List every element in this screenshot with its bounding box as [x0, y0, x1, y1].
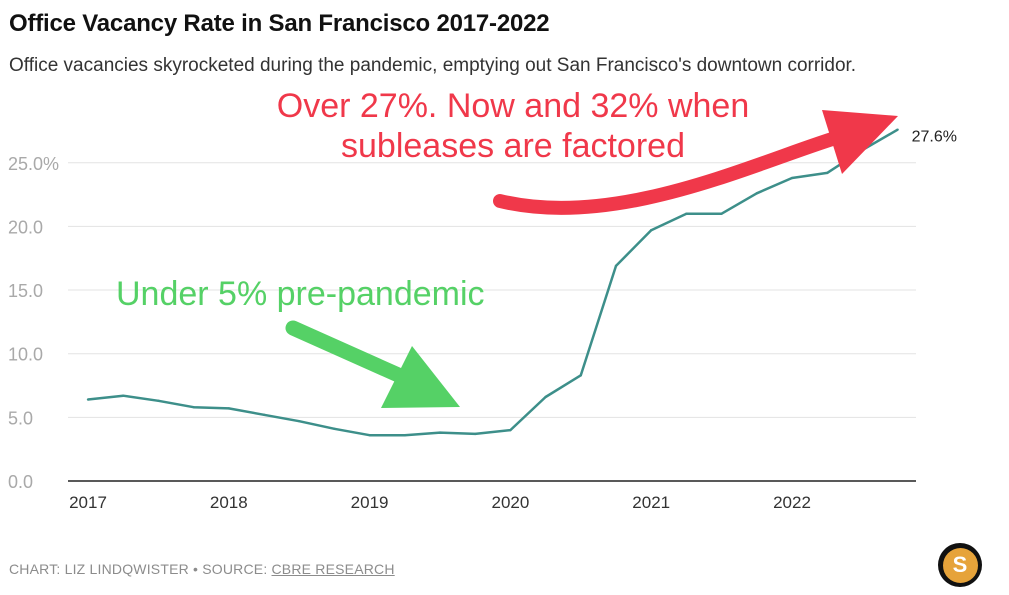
green-arrow-head — [381, 346, 460, 408]
data-point — [333, 427, 336, 431]
series-line — [87, 128, 899, 437]
y-tick-label: 25.0% — [8, 154, 59, 174]
y-tick-label: 0.0 — [8, 472, 33, 492]
data-point — [192, 405, 195, 409]
data-point — [438, 431, 442, 434]
x-tick-label: 2021 — [632, 493, 670, 512]
logo-letter: S — [942, 547, 978, 583]
data-point — [579, 374, 582, 377]
y-tick-label: 15.0 — [8, 281, 43, 301]
annotation-over-line1: Over 27%. Now and 32% when — [277, 87, 749, 125]
annotation-over-line2: subleases are factored — [341, 127, 685, 165]
x-tick-label: 2019 — [351, 493, 389, 512]
data-point — [790, 176, 794, 180]
data-point — [720, 212, 723, 215]
data-point — [755, 192, 758, 195]
annotation-under: Under 5% pre-pandemic — [116, 275, 485, 313]
series-group: 27.6% — [86, 128, 957, 437]
data-point — [896, 128, 899, 131]
data-point — [403, 433, 406, 437]
footer-credit: CHART: LIZ LINDQWISTER • SOURCE: — [9, 561, 272, 577]
red-arrow-head — [822, 110, 898, 174]
y-tick-label: 20.0 — [8, 217, 43, 237]
gridlines — [68, 162, 916, 482]
x-tick-label: 2020 — [491, 493, 529, 512]
data-point — [826, 171, 829, 175]
data-point — [509, 428, 512, 432]
data-point — [368, 433, 371, 437]
data-point — [122, 394, 125, 397]
x-tick-label: 2018 — [210, 493, 248, 512]
y-tick-label: 10.0 — [8, 345, 43, 365]
green-arrow-shaft — [285, 320, 413, 386]
source-link[interactable]: CBRE RESEARCH — [271, 561, 395, 577]
y-tick-label: 5.0 — [8, 408, 33, 428]
data-point — [544, 395, 547, 399]
data-point — [227, 407, 230, 410]
data-point — [650, 229, 653, 232]
chart-footer: CHART: LIZ LINDQWISTER • SOURCE: CBRE RE… — [9, 561, 395, 577]
red-arrow-shaft — [493, 128, 852, 215]
data-point — [474, 432, 477, 436]
x-tick-label: 2017 — [69, 493, 107, 512]
data-point — [86, 398, 90, 401]
publisher-logo: S — [938, 543, 982, 587]
x-tick-labels: 2017 2018 2019 2020 2021 2022 — [69, 493, 811, 512]
data-point — [262, 413, 266, 417]
end-value-label: 27.6% — [912, 129, 957, 146]
data-point — [298, 419, 301, 423]
data-point — [685, 212, 688, 215]
x-tick-label: 2022 — [773, 493, 811, 512]
y-tick-labels: 0.0 5.0 10.0 15.0 20.0 25.0% — [8, 154, 59, 492]
data-point — [614, 264, 618, 268]
data-point — [157, 399, 160, 403]
chart-title: Office Vacancy Rate in San Francisco 201… — [9, 10, 550, 37]
chart-subtitle: Office vacancies skyrocketed during the … — [9, 55, 857, 76]
